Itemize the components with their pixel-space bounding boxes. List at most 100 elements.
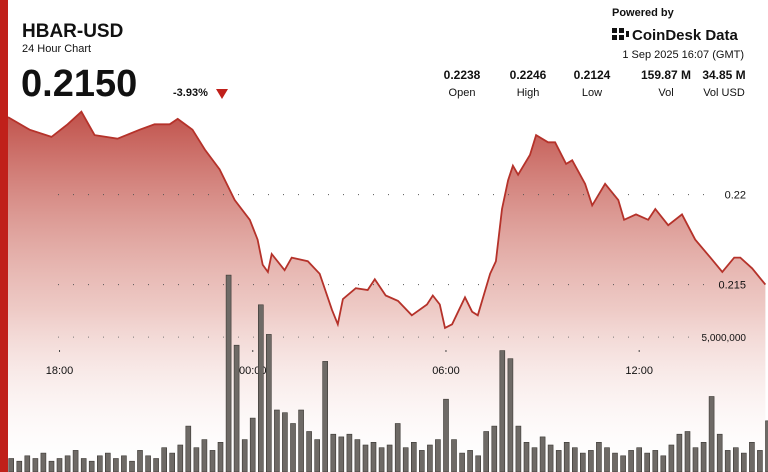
volume-bar (612, 452, 618, 472)
change: -3.93% (173, 87, 208, 99)
volume-bar (169, 452, 175, 472)
volume-bar (113, 458, 119, 472)
volume-bar (8, 458, 14, 472)
volume-bar (475, 455, 482, 472)
volume-bar (588, 450, 594, 472)
volume-bar (555, 450, 562, 472)
stat-label: Vol USD (703, 87, 745, 99)
brand-logo (612, 28, 629, 40)
volume-bar (692, 447, 699, 472)
volume-bar (225, 274, 232, 472)
volume-bar (121, 455, 127, 472)
volume-bar (531, 447, 538, 472)
volume-bar (716, 433, 723, 472)
volume-bar (16, 460, 23, 472)
volume-bar (137, 450, 143, 472)
volume-bar (547, 444, 554, 472)
stat-value: 0.2246 (510, 68, 547, 82)
ticker: HBAR-USD (22, 21, 123, 42)
brand: CoinDesk Data (632, 27, 739, 44)
volume-bar (129, 460, 135, 472)
volume-bar (740, 452, 747, 472)
stat-label: Low (582, 87, 602, 99)
volume-bar (724, 450, 731, 472)
volume-bar (427, 444, 433, 472)
volume-bar (88, 460, 95, 472)
volume-bar (314, 439, 321, 472)
volume-bar (386, 444, 393, 472)
volume-bar (620, 455, 626, 472)
volume-bar (56, 458, 63, 472)
volume-bar (394, 423, 401, 472)
volume-bar (24, 455, 31, 472)
volume-bar (596, 441, 602, 472)
volume-bar (153, 458, 159, 472)
volume-bar (765, 420, 768, 472)
volume-bar (72, 450, 79, 472)
volume-bar (370, 441, 377, 472)
stat-label: Open (449, 87, 476, 99)
volume-bar (330, 433, 337, 472)
volume-bar (322, 361, 329, 472)
volume-bar (757, 450, 763, 472)
y-tick-label: 0.22 (725, 190, 746, 202)
volume-bar (418, 450, 425, 472)
volume-bar (749, 441, 755, 472)
volume-bar (80, 458, 87, 472)
volume-bar (515, 425, 522, 472)
volume-bar (298, 409, 304, 472)
volume-bar (563, 441, 570, 472)
y-tick-label: 5,000,000 (702, 333, 747, 344)
volume-bar (579, 452, 586, 472)
volume-bar (684, 431, 691, 472)
volume-bar (604, 447, 610, 472)
volume-bar (64, 455, 71, 472)
y-tick-label: 0.215 (718, 280, 746, 292)
volume-bar (338, 436, 345, 472)
volume-bar (161, 447, 167, 472)
volume-bar (201, 439, 208, 472)
volume-bar (32, 458, 39, 472)
volume-bar (185, 425, 192, 472)
volume-bar (105, 452, 111, 472)
stat-value: 0.2238 (444, 68, 481, 82)
volume-bar (290, 423, 296, 472)
volume-bar (443, 398, 449, 472)
volume-bar (362, 444, 369, 472)
accent-bar (0, 0, 8, 472)
volume-bar (676, 433, 683, 472)
volume-bar (668, 444, 675, 472)
volume-bar (410, 441, 417, 472)
volume-bar (257, 304, 264, 472)
volume-bar (282, 412, 288, 472)
volume-bar (97, 455, 103, 472)
volume-bar (233, 344, 240, 472)
price-line (7, 110, 767, 330)
volume-bar (193, 447, 200, 472)
volume-bar (644, 452, 651, 472)
volume-bar (48, 460, 55, 472)
volume-bar (708, 396, 715, 472)
subtitle: 24 Hour Chart (22, 43, 91, 55)
volume-bar (700, 441, 707, 472)
volume-bar (732, 447, 739, 472)
volume-bar (40, 452, 47, 472)
price-area (8, 111, 766, 472)
volume-bar (145, 455, 151, 472)
volume-bar (177, 444, 184, 472)
stat-value: 34.85 M (702, 68, 745, 82)
stat-value: 0.2124 (574, 68, 611, 82)
volume-bar (467, 450, 473, 472)
volume-bar (660, 455, 667, 472)
volume-bar (249, 417, 256, 472)
volume-bar (451, 439, 457, 472)
x-tick-label: 18:00 (46, 365, 74, 377)
timestamp: 1 Sep 2025 16:07 (GMT) (622, 49, 744, 61)
down-arrow (216, 89, 228, 99)
volume-bar (523, 441, 530, 472)
volume-bar (628, 450, 634, 472)
x-tick-label: 12:00 (625, 365, 653, 377)
volume-bar (306, 431, 312, 472)
